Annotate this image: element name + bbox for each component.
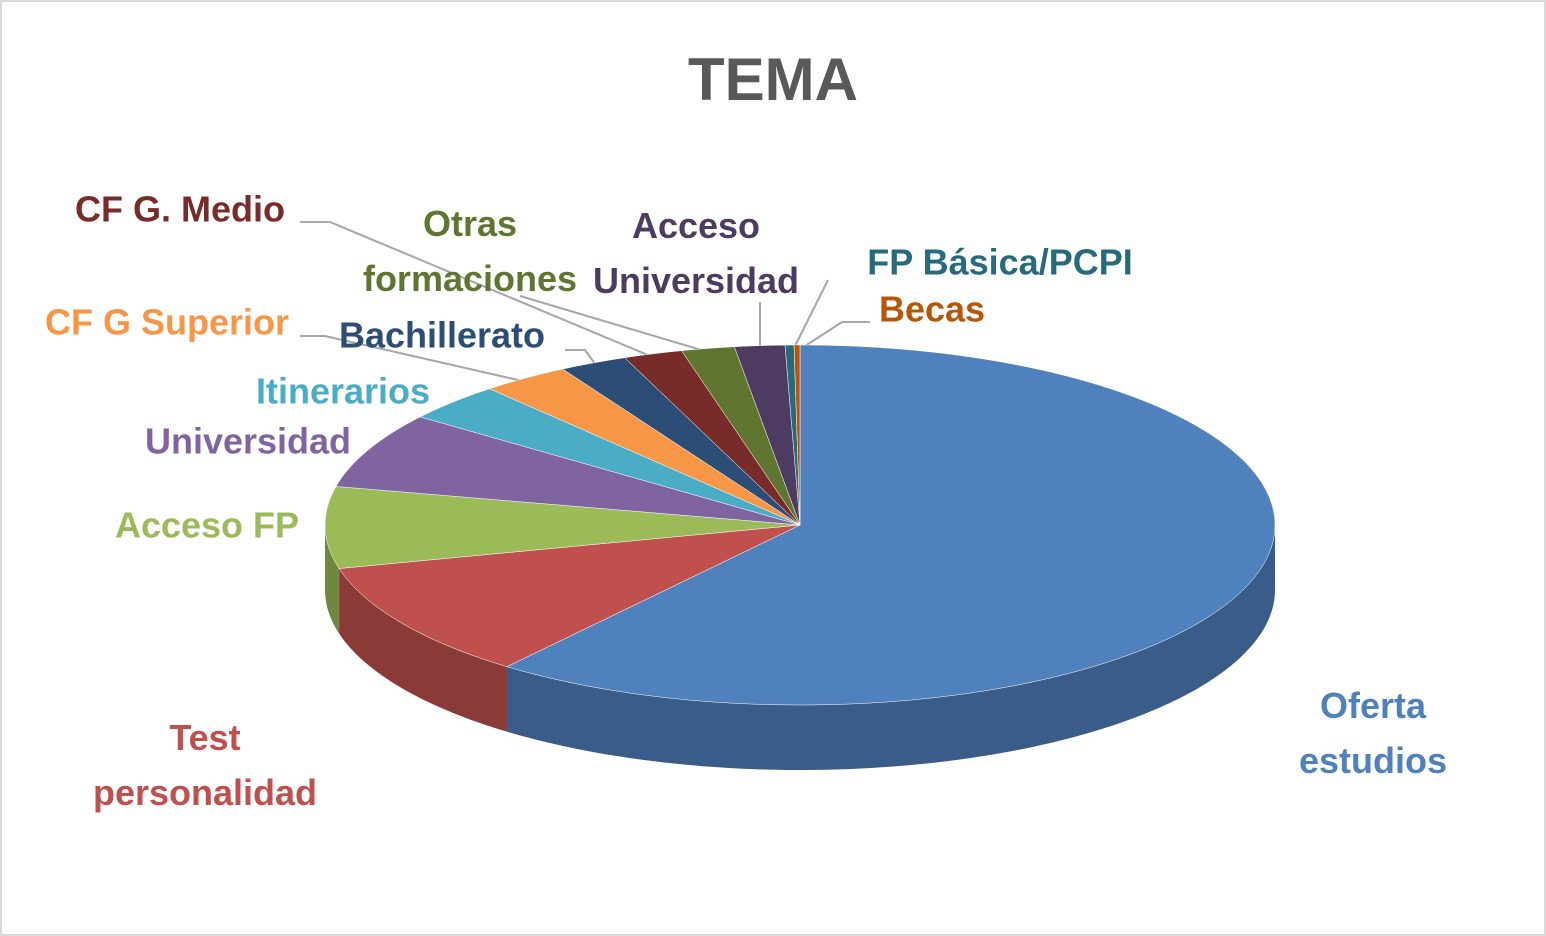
slice bbox=[338, 524, 801, 667]
chart-title: TEMA bbox=[688, 46, 858, 113]
data-label: CF G. Medio bbox=[75, 189, 285, 230]
data-label: CF G Superior bbox=[45, 302, 289, 343]
data-label: Universidad bbox=[145, 421, 351, 462]
leader-line bbox=[519, 295, 709, 353]
leader-line bbox=[300, 221, 656, 359]
label-line: formaciones bbox=[363, 258, 577, 299]
slice-side bbox=[506, 525, 1275, 770]
data-label: Otras formaciones bbox=[363, 203, 577, 299]
label-line: Test bbox=[169, 717, 240, 758]
leader-line bbox=[300, 335, 541, 386]
slice bbox=[324, 486, 801, 569]
slice bbox=[488, 368, 801, 526]
pie-sides bbox=[325, 525, 1275, 770]
slice bbox=[419, 388, 801, 526]
leader-line bbox=[565, 349, 599, 369]
slice bbox=[793, 344, 801, 526]
slice bbox=[734, 344, 801, 526]
data-label: Becas bbox=[879, 289, 985, 330]
label-line: estudios bbox=[1299, 740, 1447, 781]
slice bbox=[681, 346, 801, 526]
leader-line bbox=[793, 279, 829, 349]
slice bbox=[624, 350, 801, 526]
label-line: Universidad bbox=[593, 260, 799, 301]
label-line: personalidad bbox=[93, 772, 317, 813]
slice bbox=[335, 416, 801, 526]
data-label: Acceso FP bbox=[115, 505, 299, 546]
leader-lines bbox=[300, 221, 870, 386]
slice-side bbox=[339, 568, 507, 732]
data-label: Test personalidad bbox=[93, 717, 317, 813]
data-label: FP Básica/PCPI bbox=[867, 242, 1132, 283]
slice-side bbox=[325, 525, 340, 634]
label-line: Oferta bbox=[1320, 685, 1427, 726]
pie-tops bbox=[324, 344, 1276, 706]
data-label: Acceso Universidad bbox=[593, 205, 799, 301]
slice bbox=[506, 344, 1276, 706]
label-line: Acceso bbox=[632, 205, 760, 246]
slice bbox=[562, 357, 801, 526]
data-label: Itinerarios bbox=[256, 371, 430, 412]
leader-line bbox=[801, 321, 870, 349]
data-label: Oferta estudios bbox=[1299, 685, 1447, 781]
data-label: Bachillerato bbox=[339, 315, 545, 356]
label-line: Otras bbox=[423, 203, 517, 244]
